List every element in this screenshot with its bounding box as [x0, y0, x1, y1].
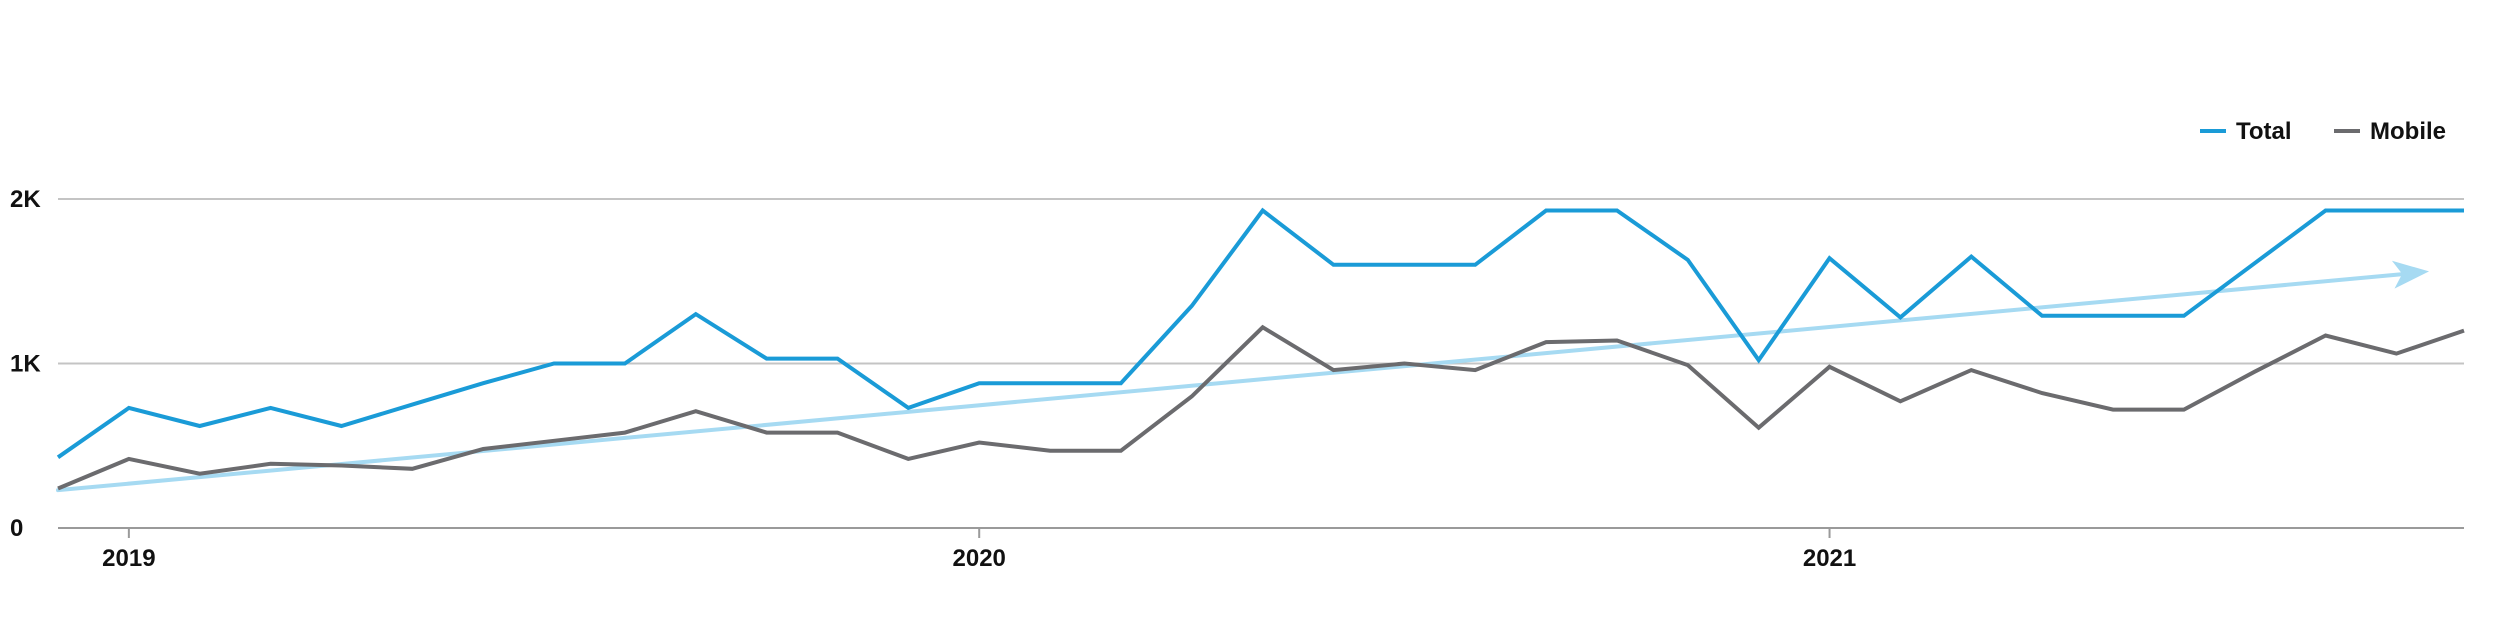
y-tick-label: 0 — [10, 515, 23, 542]
y-tick-label: 1K — [10, 351, 41, 378]
legend-item-mobile[interactable]: Mobile — [2334, 118, 2446, 145]
series-layer — [56, 207, 2465, 491]
trend-arrow-head — [2391, 260, 2430, 289]
series-line-mobile — [57, 324, 2465, 491]
trend-arrow-line — [56, 271, 2414, 493]
y-tick-label: 2K — [10, 186, 41, 213]
series-total — [56, 207, 2465, 459]
x-tick-label: 2020 — [953, 545, 1006, 572]
x-tick-label: 2019 — [102, 545, 155, 572]
series-mobile — [57, 324, 2465, 491]
legend-label: Total — [2236, 118, 2292, 145]
grid-layer — [58, 198, 2464, 529]
axis-layer: 0 1K 2K 2019 2020 2021 — [10, 186, 1856, 572]
x-tick-label: 2021 — [1803, 545, 1856, 572]
legend-item-total[interactable]: Total — [2200, 118, 2292, 145]
legend: Total Mobile — [2200, 118, 2446, 145]
legend-label: Mobile — [2370, 118, 2446, 145]
trend-layer — [56, 260, 2430, 493]
series-line-total — [56, 207, 2464, 459]
